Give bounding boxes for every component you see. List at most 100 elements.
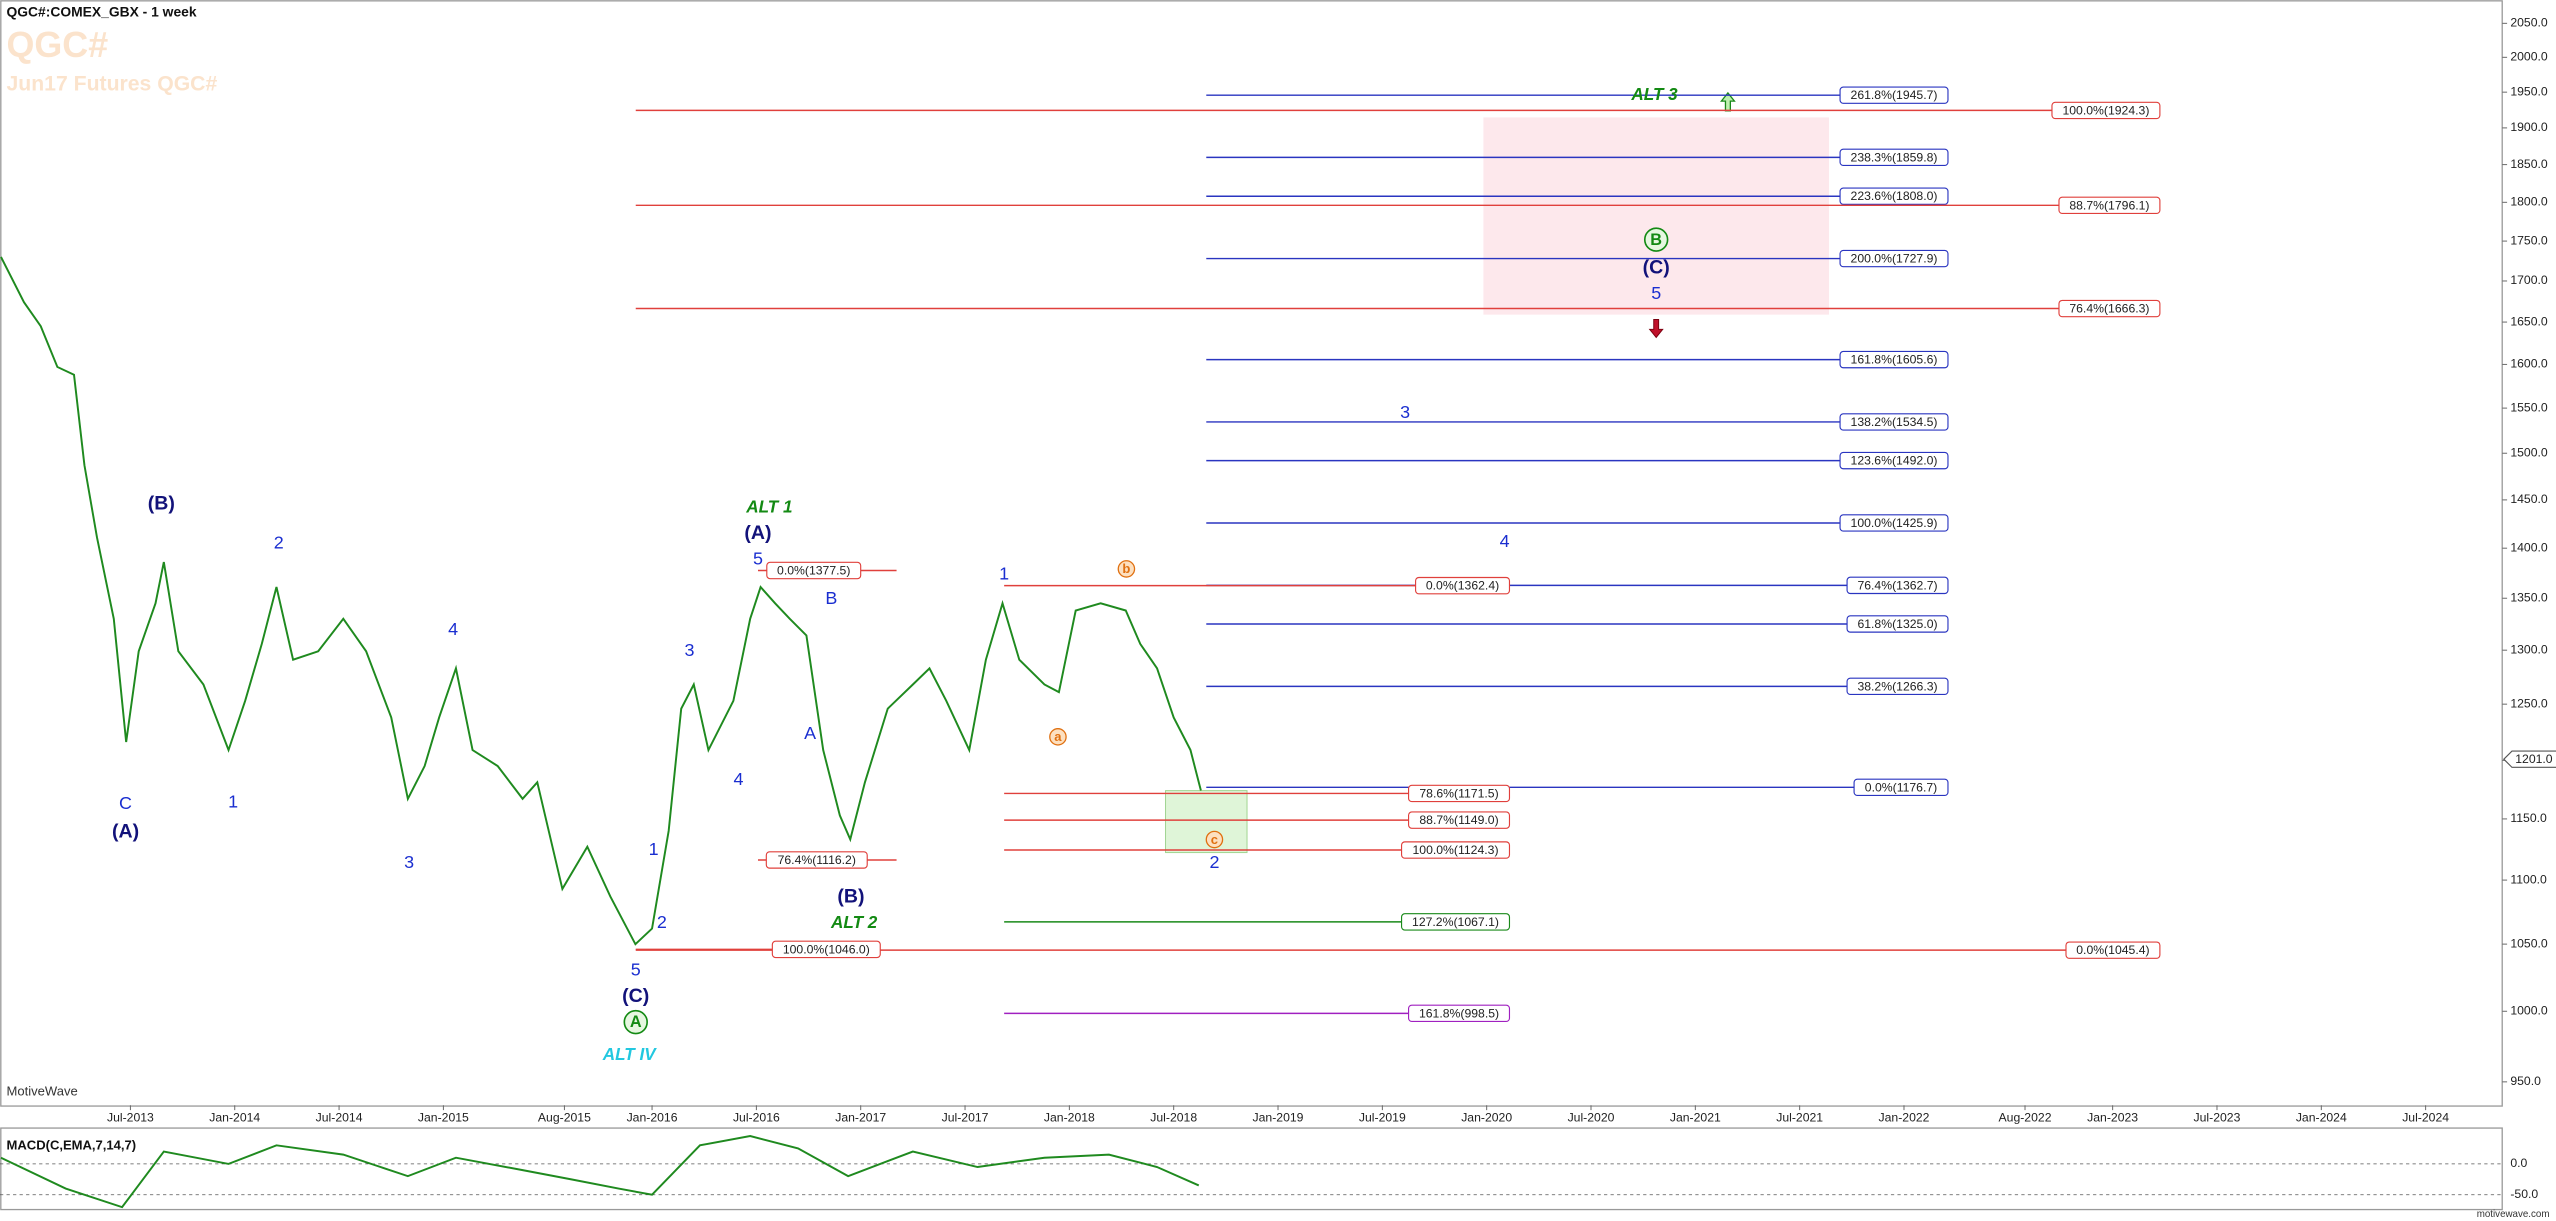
y-tick-label: 950.0 bbox=[2510, 1074, 2541, 1088]
watermark: motivewave.com bbox=[2477, 1209, 2550, 1220]
y-tick-label: 1600.0 bbox=[2510, 357, 2548, 371]
wave-label: ALT IV bbox=[602, 1045, 657, 1064]
wave-label: ALT 3 bbox=[1630, 85, 1678, 104]
macd-tick-label: -50.0 bbox=[2510, 1187, 2538, 1201]
wave-label: 4 bbox=[1500, 531, 1510, 551]
y-tick-label: 2050.0 bbox=[2510, 16, 2548, 30]
y-tick-label: 1500.0 bbox=[2510, 445, 2548, 459]
wave-label: C bbox=[119, 793, 132, 813]
fib-label: 100.0%(1924.3) bbox=[2062, 103, 2149, 117]
wave-circle bbox=[1049, 728, 1067, 746]
x-tick-label: Jul-2023 bbox=[2194, 1111, 2241, 1125]
y-tick-label: 1850.0 bbox=[2510, 157, 2548, 171]
wave-label: 2 bbox=[657, 912, 667, 932]
fib-label: 38.2%(1266.3) bbox=[1857, 679, 1937, 693]
y-tick-label: 1300.0 bbox=[2510, 642, 2548, 656]
fib-label-box bbox=[1839, 451, 1949, 470]
x-tick-label: Jan-2014 bbox=[209, 1111, 260, 1125]
wave-circle bbox=[1117, 560, 1136, 578]
y-tick-label: 1400.0 bbox=[2510, 540, 2548, 554]
fib-label-box bbox=[2065, 941, 2161, 959]
macd-title: MACD(C,EMA,7,14,7) bbox=[7, 1137, 137, 1152]
last-price-label: 1201.0 bbox=[2515, 752, 2553, 766]
x-tick-label: Jul-2020 bbox=[1568, 1111, 1615, 1125]
fib-label-box bbox=[1846, 615, 1949, 633]
x-tick-label: Jul-2019 bbox=[1359, 1111, 1406, 1125]
x-tick-label: Jul-2013 bbox=[107, 1111, 154, 1125]
y-tick-label: 1750.0 bbox=[2510, 233, 2548, 247]
fib-label: 161.8%(998.5) bbox=[1419, 1006, 1499, 1020]
y-tick-label: 1900.0 bbox=[2510, 120, 2548, 134]
fib-label-box bbox=[1839, 514, 1949, 532]
x-tick-label: Aug-2015 bbox=[538, 1111, 591, 1125]
fib-label: 76.4%(1362.7) bbox=[1857, 578, 1937, 592]
wave-circle bbox=[623, 1009, 648, 1035]
fib-label: 138.2%(1534.5) bbox=[1851, 415, 1938, 429]
x-tick-label: Jul-2018 bbox=[1150, 1111, 1197, 1125]
x-tick-label: Jan-2024 bbox=[2296, 1111, 2347, 1125]
y-tick-label: 1700.0 bbox=[2510, 273, 2548, 287]
wave-label: (A) bbox=[744, 522, 771, 544]
fib-label: 127.2%(1067.1) bbox=[1412, 915, 1499, 929]
fib-label: 223.6%(1808.0) bbox=[1851, 189, 1938, 203]
fib-label: 100.0%(1046.0) bbox=[783, 942, 870, 956]
fib-label: 123.6%(1492.0) bbox=[1851, 454, 1938, 468]
x-tick-label: Jul-2021 bbox=[1776, 1111, 1823, 1125]
x-tick-label: Jan-2015 bbox=[418, 1111, 469, 1125]
fib-label-box bbox=[2051, 101, 2161, 120]
wave-label: (C) bbox=[622, 985, 649, 1007]
x-tick-label: Jan-2018 bbox=[1044, 1111, 1095, 1125]
x-tick-label: Jan-2023 bbox=[2087, 1111, 2138, 1125]
wave-label: (B) bbox=[148, 493, 175, 515]
wave-label: 2 bbox=[1209, 852, 1219, 872]
wave-label: a bbox=[1054, 729, 1062, 744]
wave-label: 1 bbox=[999, 563, 1009, 583]
wave-label: (A) bbox=[112, 820, 139, 842]
fib-label-box bbox=[1839, 148, 1949, 167]
macd-line bbox=[0, 1135, 1200, 1209]
wave-label: ALT 1 bbox=[745, 497, 792, 516]
x-tick-label: Jan-2017 bbox=[835, 1111, 886, 1125]
wave-label: 5 bbox=[631, 959, 641, 979]
macd-tick-label: 0.0 bbox=[2510, 1156, 2527, 1170]
support-zone bbox=[1165, 790, 1248, 854]
fib-label-box bbox=[1400, 841, 1511, 859]
wave-label: A bbox=[630, 1013, 642, 1031]
fib-label: 76.4%(1666.3) bbox=[2069, 302, 2149, 316]
x-tick-label: Jul-2016 bbox=[733, 1111, 780, 1125]
fib-label-box bbox=[1839, 413, 1949, 431]
wave-label: 4 bbox=[733, 769, 743, 789]
macd-panel-frame bbox=[0, 1127, 2503, 1211]
fib-label-box bbox=[1839, 86, 1949, 104]
wave-circle bbox=[1643, 227, 1669, 252]
fib-label-box bbox=[1839, 350, 1949, 369]
fib-label: 100.0%(1425.9) bbox=[1851, 516, 1938, 530]
fib-label-box bbox=[1408, 784, 1511, 803]
fib-label-box bbox=[2058, 196, 2161, 215]
price-line bbox=[0, 256, 1202, 946]
y-tick-label: 1250.0 bbox=[2510, 696, 2548, 710]
y-tick-label: 1050.0 bbox=[2510, 936, 2548, 950]
wave-label: c bbox=[1211, 832, 1218, 847]
wave-label: B bbox=[825, 588, 837, 608]
wave-label: 3 bbox=[404, 852, 414, 872]
fib-label-box bbox=[1846, 576, 1949, 595]
wave-label: 3 bbox=[685, 640, 695, 660]
fib-label: 88.7%(1796.1) bbox=[2069, 198, 2149, 212]
wave-label: b bbox=[1122, 561, 1130, 576]
x-tick-label: Jul-2014 bbox=[316, 1111, 363, 1125]
y-tick-label: 1650.0 bbox=[2510, 314, 2548, 328]
y-tick-label: 1100.0 bbox=[2510, 872, 2547, 886]
fib-label-box bbox=[1839, 187, 1949, 205]
ticker-watermark: QGC# bbox=[7, 25, 109, 65]
fib-label: 76.4%(1116.2) bbox=[778, 853, 856, 867]
wave-label: 4 bbox=[448, 619, 458, 639]
x-tick-label: Jul-2024 bbox=[2402, 1111, 2449, 1125]
price-panel-frame bbox=[0, 0, 2503, 1107]
fib-label: 0.0%(1176.7) bbox=[1865, 780, 1937, 794]
contract-watermark: Jun17 Futures QGC# bbox=[7, 72, 218, 95]
fib-label: 200.0%(1727.9) bbox=[1851, 252, 1938, 266]
fib-label: 0.0%(1377.5) bbox=[777, 564, 850, 578]
